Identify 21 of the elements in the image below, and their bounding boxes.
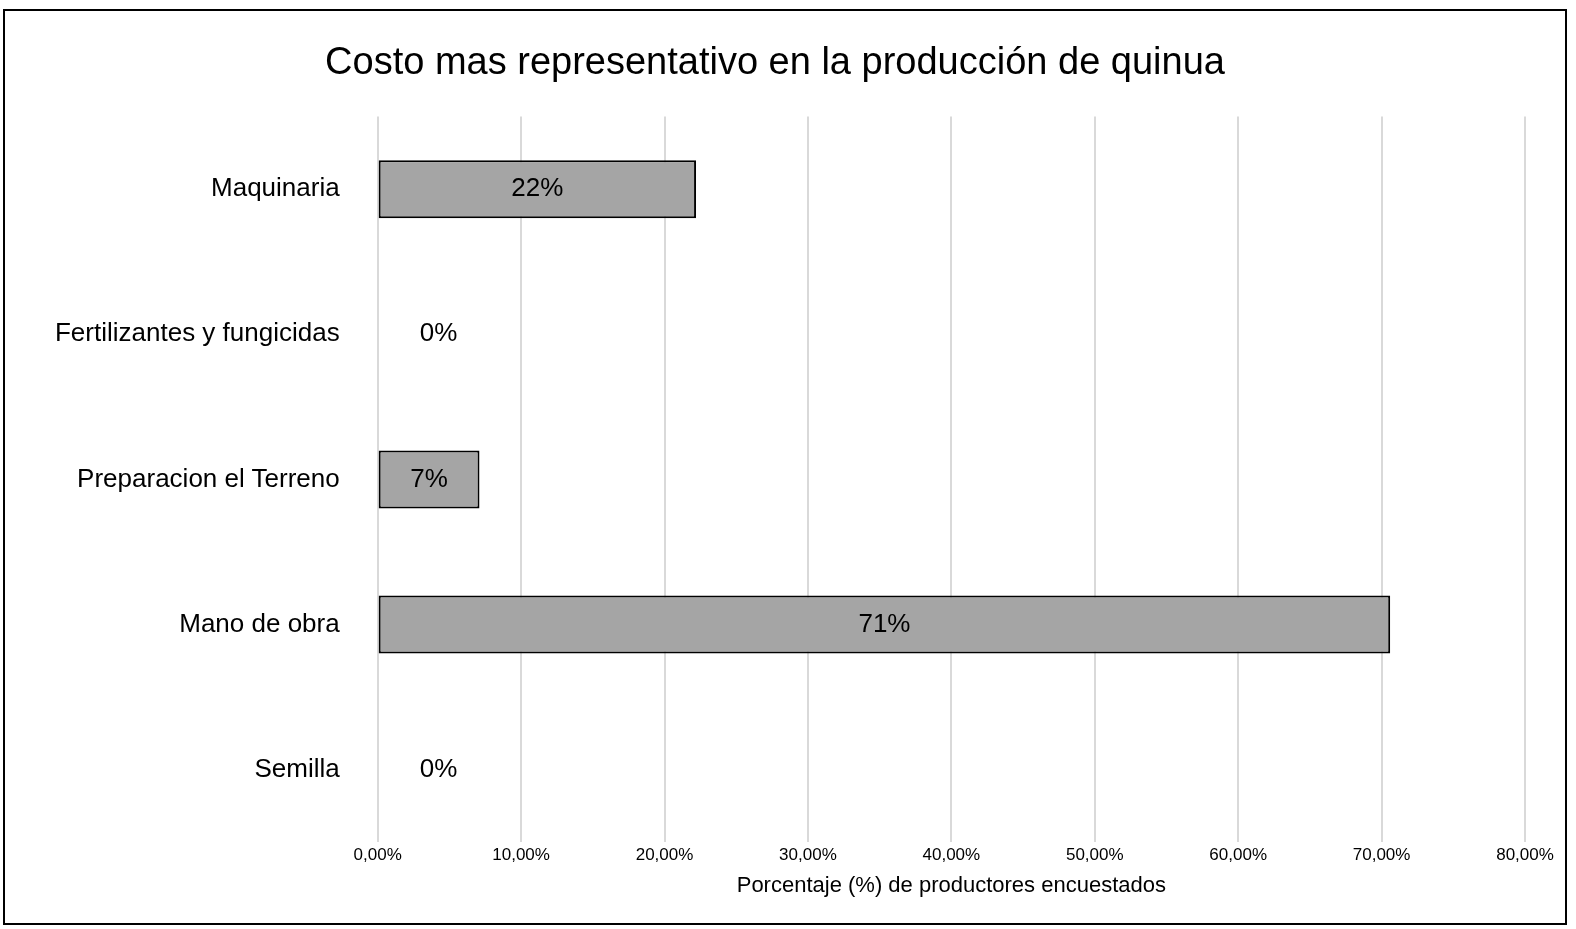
x-tick-label: 80,00% (1496, 845, 1554, 865)
data-label: 71% (858, 607, 911, 638)
x-tick-label: 20,00% (635, 845, 694, 865)
data-label: 0% (419, 752, 458, 783)
x-tick-label: 50,00% (1065, 845, 1124, 865)
data-label: 0% (419, 317, 458, 348)
x-tick-label: 70,00% (1352, 845, 1411, 865)
x-tick-label: 10,00% (492, 845, 550, 865)
data-label: 7% (410, 462, 448, 493)
x-tick-label: 40,00% (922, 845, 981, 865)
x-tick-label: 60,00% (1209, 845, 1268, 865)
data-label: 22% (511, 172, 564, 203)
y-tick-label: Semilla (254, 752, 341, 783)
y-tick-label: Preparacion el Terreno (77, 462, 340, 493)
x-tick-label: 0,00% (353, 845, 402, 865)
chart-title: Costo mas representativo en la producción de quinua (325, 40, 1226, 83)
y-tick-label: Maquinaria (211, 172, 341, 203)
y-tick-label: Mano de obra (179, 607, 341, 638)
x-axis-title: Porcentaje (%) de productores encuestados (736, 871, 1166, 897)
x-tick-label: 30,00% (779, 845, 837, 865)
y-tick-label: Fertilizantes y fungicidas (54, 317, 340, 348)
